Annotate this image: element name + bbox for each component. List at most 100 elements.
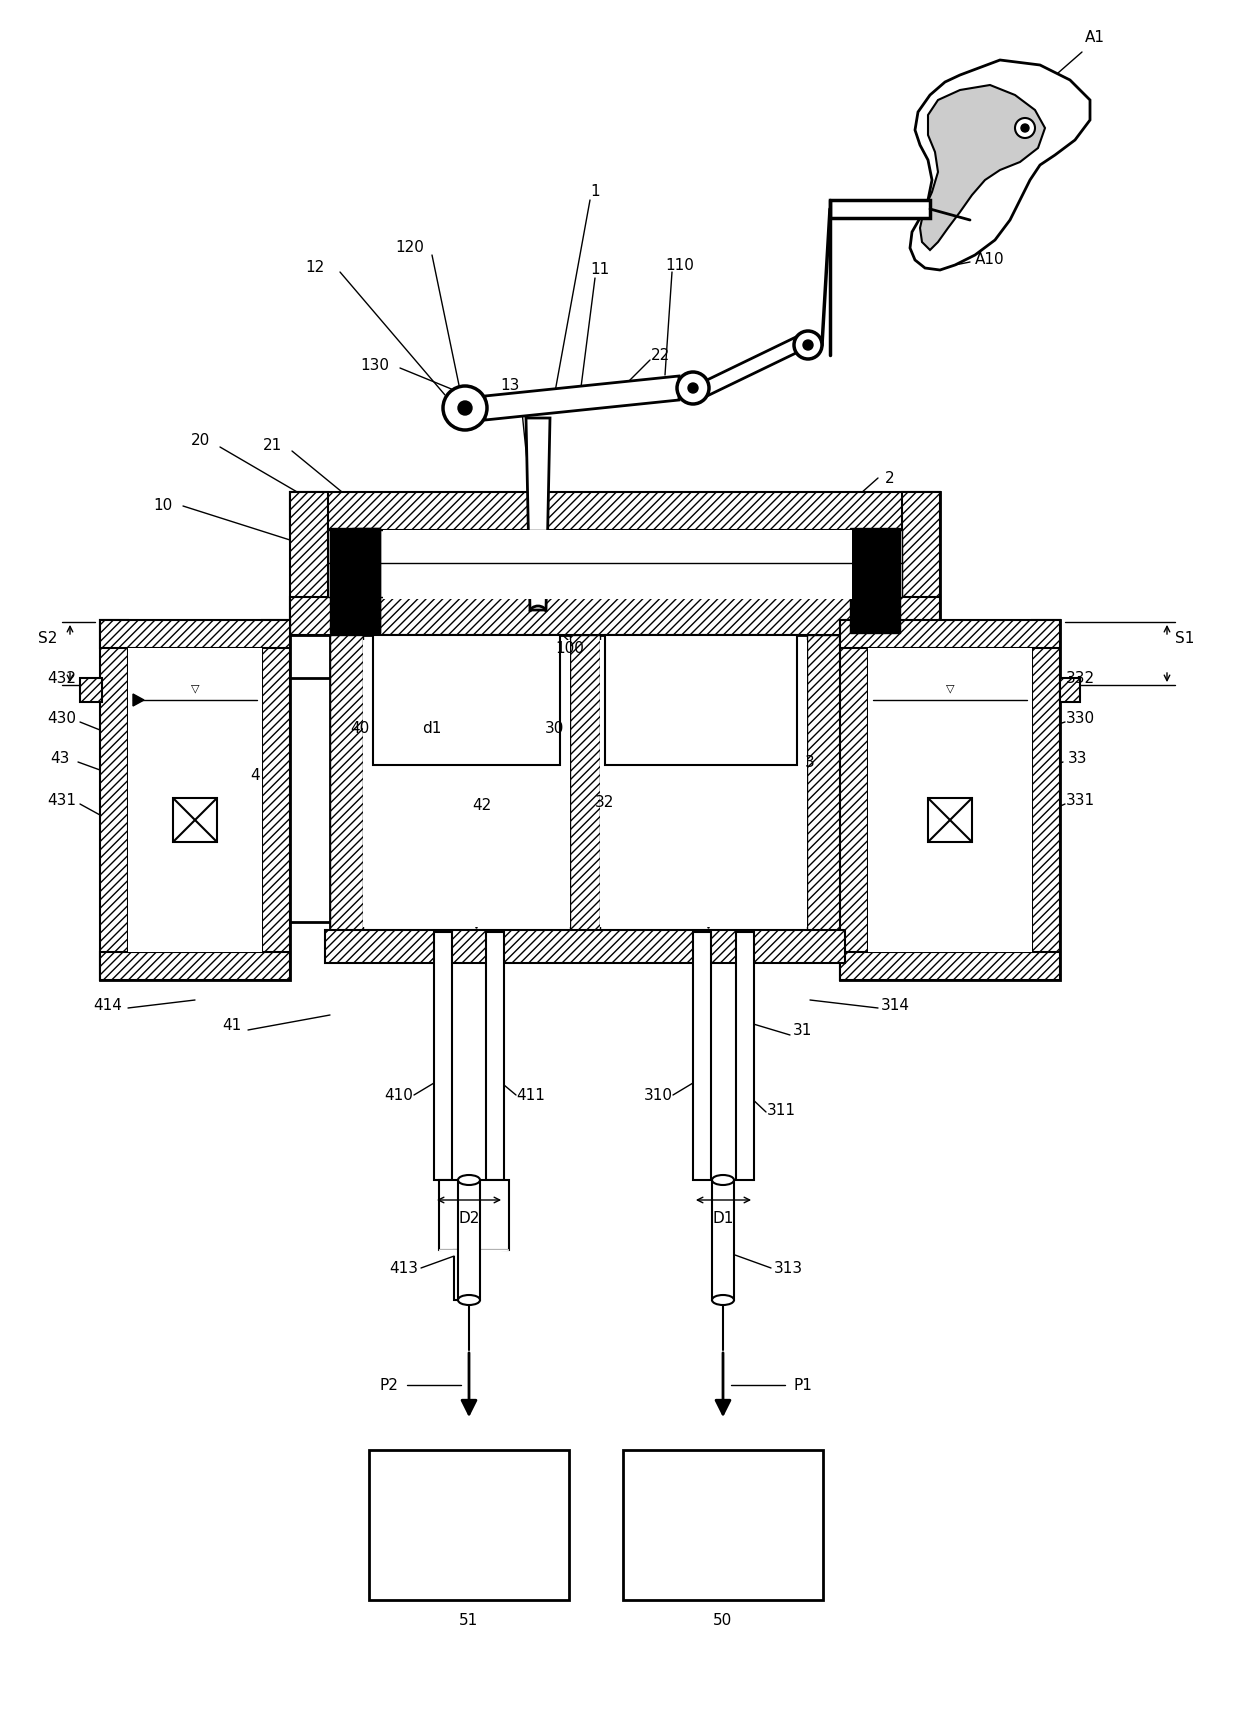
Text: 20: 20 [191, 432, 210, 448]
Text: 332: 332 [1065, 670, 1095, 685]
Text: 30: 30 [546, 720, 564, 736]
Bar [622, 1450, 823, 1600]
Polygon shape [485, 376, 680, 420]
Text: 313: 313 [774, 1261, 802, 1275]
Polygon shape [526, 418, 551, 611]
Bar [290, 597, 940, 635]
Bar [174, 798, 217, 841]
Bar [330, 932, 839, 959]
Bar [128, 647, 262, 953]
Polygon shape [133, 694, 144, 706]
Ellipse shape [712, 1175, 734, 1185]
Text: 42: 42 [472, 798, 491, 812]
Bar [807, 635, 839, 932]
Ellipse shape [458, 1294, 480, 1305]
Bar [454, 1249, 474, 1300]
Text: 33: 33 [1068, 751, 1087, 765]
Text: S1: S1 [1176, 630, 1194, 645]
Text: 32: 32 [595, 795, 615, 810]
Bar [839, 619, 1060, 980]
Text: 41: 41 [222, 1017, 242, 1032]
Circle shape [1021, 123, 1029, 132]
Text: 430: 430 [47, 711, 77, 725]
Bar [849, 527, 900, 633]
Bar [868, 647, 1032, 953]
Text: 31: 31 [792, 1022, 812, 1038]
Bar [570, 635, 600, 932]
Text: 413: 413 [389, 1261, 419, 1275]
Text: D2: D2 [459, 1211, 480, 1225]
Text: D1: D1 [712, 1211, 734, 1225]
Bar [373, 635, 560, 765]
Bar [439, 1180, 508, 1249]
Bar [458, 1180, 480, 1300]
Text: 10: 10 [154, 498, 172, 512]
Bar [81, 678, 102, 703]
Text: 314: 314 [880, 998, 909, 1013]
Text: 432: 432 [47, 670, 77, 685]
Text: ▽: ▽ [946, 684, 955, 692]
Polygon shape [920, 85, 1045, 250]
Text: 12: 12 [305, 260, 325, 276]
Ellipse shape [712, 1294, 734, 1305]
Bar [330, 527, 379, 633]
Text: 411: 411 [517, 1088, 546, 1102]
Text: d1: d1 [423, 720, 441, 736]
Text: 13: 13 [500, 378, 520, 392]
Bar [290, 493, 940, 635]
Text: 2: 2 [885, 470, 895, 486]
Bar [383, 529, 852, 599]
Text: 4: 4 [250, 767, 260, 782]
Bar [928, 798, 972, 841]
Text: 22: 22 [650, 347, 670, 363]
Bar [330, 635, 363, 932]
Bar [1032, 619, 1060, 980]
Bar [830, 200, 930, 219]
Text: P1: P1 [794, 1378, 812, 1393]
Text: 21: 21 [263, 437, 281, 453]
Bar [434, 932, 453, 1180]
Text: 130: 130 [361, 357, 389, 373]
Text: 43: 43 [51, 751, 69, 765]
Bar [693, 932, 711, 1180]
Bar [262, 619, 290, 980]
Text: P2: P2 [379, 1378, 398, 1393]
Bar [370, 1450, 569, 1600]
Bar [363, 640, 570, 926]
Bar [100, 619, 128, 980]
Circle shape [804, 340, 813, 350]
Polygon shape [439, 1249, 508, 1254]
Bar [600, 640, 807, 926]
Text: 310: 310 [644, 1088, 672, 1102]
Circle shape [794, 331, 822, 359]
Text: 431: 431 [47, 793, 77, 807]
Bar [737, 932, 754, 1180]
Text: S2: S2 [38, 630, 58, 645]
Bar [1060, 678, 1080, 703]
Text: 331: 331 [1065, 793, 1095, 807]
Text: 11: 11 [590, 262, 610, 278]
Text: 110: 110 [666, 257, 694, 272]
Bar [486, 932, 503, 1180]
Bar [330, 635, 839, 959]
Text: A1: A1 [1085, 31, 1105, 45]
Bar [290, 493, 329, 635]
Text: A10: A10 [975, 253, 1004, 267]
Text: 50: 50 [713, 1612, 733, 1627]
Bar [100, 619, 290, 980]
Circle shape [688, 383, 698, 394]
Text: 311: 311 [766, 1102, 796, 1117]
Ellipse shape [458, 1175, 480, 1185]
Polygon shape [707, 337, 796, 396]
Bar [712, 1180, 734, 1300]
Text: 100: 100 [556, 640, 584, 656]
Bar [329, 529, 901, 597]
Bar [839, 619, 868, 980]
Text: 1: 1 [590, 184, 600, 200]
Bar [290, 493, 940, 529]
Bar [901, 493, 940, 635]
Bar [352, 527, 379, 633]
Bar [605, 635, 797, 765]
Bar [325, 930, 844, 963]
Text: 330: 330 [1065, 711, 1095, 725]
